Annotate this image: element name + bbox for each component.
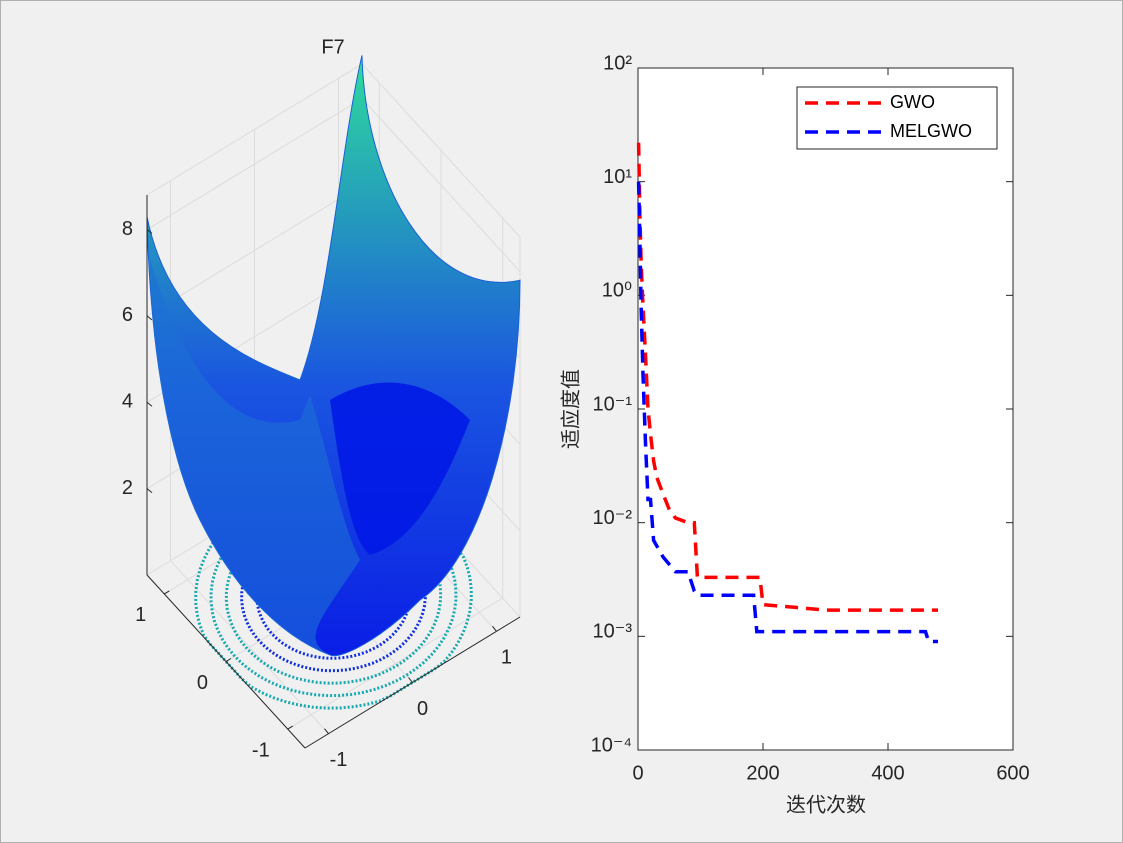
surface-axes: 2 4 6 8 -1 0 1 -1 0 1 bbox=[122, 55, 521, 771]
z-tick-label: 2 bbox=[122, 477, 133, 499]
x-tick-label: 0 bbox=[632, 762, 643, 784]
tick-mark bbox=[164, 590, 170, 595]
tick-mark bbox=[287, 725, 293, 730]
tick-mark bbox=[146, 488, 153, 494]
tick-mark bbox=[146, 229, 153, 234]
legend-label: GWO bbox=[890, 92, 935, 112]
z-tick-label: 6 bbox=[122, 304, 133, 326]
x-tick-label: -1 bbox=[330, 749, 348, 771]
y-tick-label: 10⁰ bbox=[602, 280, 632, 302]
z-tick-label: 4 bbox=[122, 391, 133, 413]
tick-mark bbox=[146, 401, 153, 407]
y-tick-label: 10¹ bbox=[603, 166, 632, 188]
y-tick-label: 0 bbox=[197, 672, 208, 694]
y-tick-label: -1 bbox=[252, 739, 270, 761]
x-tick-label: 200 bbox=[746, 762, 779, 784]
contour-ring bbox=[209, 494, 458, 698]
y-tick-label: 10⁻³ bbox=[593, 621, 633, 643]
tick-mark bbox=[492, 626, 497, 632]
line-axes bbox=[637, 67, 1014, 751]
tick-mark bbox=[225, 658, 232, 662]
legend-label: MELGWO bbox=[890, 121, 972, 141]
tick-mark bbox=[146, 315, 153, 321]
surface-title: F7 bbox=[321, 36, 344, 58]
x-tick-label: 400 bbox=[871, 762, 904, 784]
legend-box bbox=[796, 86, 998, 150]
x-axis-label: 迭代次数 bbox=[786, 793, 866, 816]
x-tick-label: 1 bbox=[501, 647, 512, 669]
y-tick-label: 10⁻⁴ bbox=[591, 734, 632, 756]
x-tick-label: 0 bbox=[417, 698, 428, 720]
surface-basin bbox=[330, 382, 470, 555]
y-tick-label: 10² bbox=[603, 52, 632, 74]
y-tick-label: 10⁻¹ bbox=[593, 393, 633, 415]
tick-mark bbox=[408, 677, 413, 683]
tick-mark bbox=[324, 728, 329, 734]
y-tick-label: 10⁻² bbox=[593, 507, 633, 529]
x-tick-label: 600 bbox=[996, 762, 1029, 784]
y-tick-label: 1 bbox=[135, 604, 146, 626]
series-line bbox=[636, 181, 938, 644]
surface-front bbox=[150, 260, 360, 655]
line-chart: 10⁻⁴ 10⁻³ 10⁻² 10⁻¹ 10⁰ 10¹ 10² 0 200 400 600 GWO ME… bbox=[591, 52, 1030, 784]
y-axis-label: 适应度值 bbox=[559, 369, 582, 449]
z-tick-label: 8 bbox=[122, 218, 133, 240]
